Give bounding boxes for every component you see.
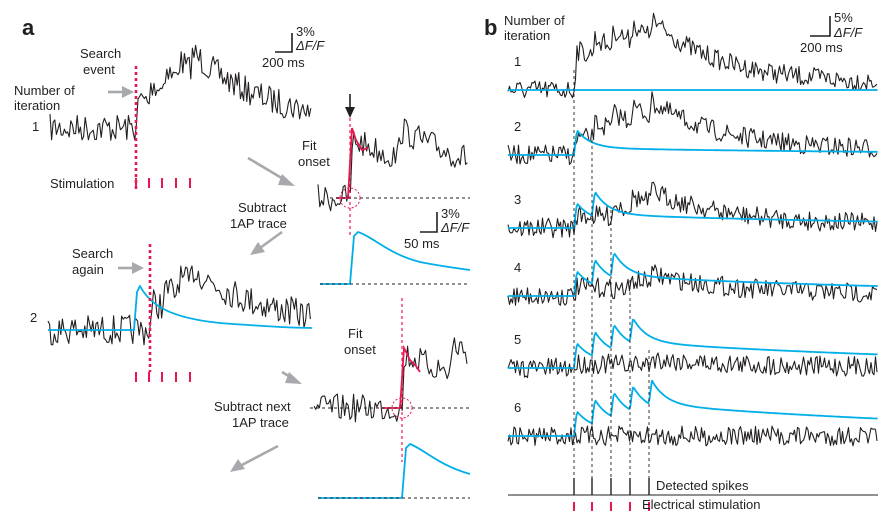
trace-b-iteration bbox=[507, 12, 878, 99]
fit-b-iteration bbox=[508, 191, 878, 229]
scale-bar-a bbox=[275, 33, 293, 53]
trace-b-iteration bbox=[507, 91, 878, 165]
fit-b-iteration bbox=[508, 379, 878, 437]
trace-iteration-2 bbox=[47, 265, 311, 346]
arrow-subtract-1 bbox=[250, 230, 283, 255]
electrical-stimulation-label: Electrical stimulation bbox=[642, 497, 761, 512]
trace-iteration-1 bbox=[49, 44, 312, 141]
iteration-label-b: 2 bbox=[514, 119, 521, 134]
fit-b-iteration bbox=[508, 318, 878, 369]
ap-template-1 bbox=[320, 231, 471, 285]
arrow-to-inset-2 bbox=[281, 370, 302, 384]
detected-spikes-label: Detected spikes bbox=[656, 478, 749, 493]
inset-scale-bar bbox=[420, 212, 438, 233]
trace-b-iteration bbox=[507, 425, 878, 447]
inset-scale-dff: ΔF/F bbox=[440, 220, 470, 235]
onset-circle-1 bbox=[339, 187, 361, 209]
iteration-2-label-a: 2 bbox=[30, 310, 37, 325]
stimulation-ticks-1 bbox=[135, 178, 191, 188]
arrow-subtract-2 bbox=[230, 444, 279, 472]
scale-a-dff: ΔF/F bbox=[295, 38, 325, 53]
iteration-label-b: 6 bbox=[514, 400, 521, 415]
scale-b-dff: ΔF/F bbox=[833, 25, 863, 40]
scale-a-pct: 3% bbox=[296, 24, 315, 39]
panel-b-traces: 1 2 3 4 5 6 bbox=[507, 12, 878, 447]
search-again-arrow bbox=[118, 262, 144, 274]
inset-fit-2 bbox=[382, 344, 421, 409]
scale-bar-b bbox=[810, 16, 831, 37]
onset-down-arrow bbox=[345, 94, 355, 118]
stimulation-ticks-2 bbox=[135, 372, 191, 382]
electrical-stimulation-ticks bbox=[573, 502, 650, 511]
fit-trace-iteration-2 bbox=[48, 285, 313, 331]
iteration-1-label-a: 1 bbox=[32, 119, 39, 134]
scale-a-time: 200 ms bbox=[262, 55, 305, 70]
scale-b-time: 200 ms bbox=[800, 40, 843, 55]
panel-a-label: a bbox=[22, 15, 35, 40]
stimulation-label: Stimulation bbox=[50, 176, 114, 191]
inset-scale-time: 50 ms bbox=[404, 236, 440, 251]
inset-fit-1 bbox=[336, 127, 369, 199]
panel-b-label: b bbox=[484, 15, 497, 40]
number-of-iteration-a: Number of iteration bbox=[14, 83, 78, 113]
inset-trace-1 bbox=[317, 118, 468, 212]
iteration-label-b: 3 bbox=[514, 192, 521, 207]
trace-b-iteration bbox=[507, 352, 878, 379]
search-event-arrow bbox=[108, 86, 134, 98]
iteration-label-b: 1 bbox=[514, 54, 521, 69]
iteration-label-b: 5 bbox=[514, 332, 521, 347]
inset-scale-pct: 3% bbox=[441, 206, 460, 221]
subtract-1ap-label: Subtract 1AP trace bbox=[230, 200, 290, 231]
inset-trace-2 bbox=[313, 337, 468, 423]
scale-b-pct: 5% bbox=[834, 10, 853, 25]
iteration-label-b: 4 bbox=[514, 260, 521, 275]
search-event-label: Search event bbox=[80, 46, 125, 77]
search-again-label: Search again bbox=[72, 246, 117, 277]
fit-b-iteration bbox=[508, 253, 878, 297]
number-of-iteration-b: Number of iteration bbox=[504, 13, 568, 43]
trace-b-iteration bbox=[507, 181, 878, 239]
fit-onset-label-1: Fit onset bbox=[298, 138, 330, 169]
ap-template-2 bbox=[318, 443, 471, 499]
arrow-to-inset-1 bbox=[247, 156, 295, 186]
fit-onset-label-2: Fit onset bbox=[344, 326, 376, 357]
trace-b-iteration bbox=[507, 264, 878, 306]
onset-circle-2 bbox=[391, 397, 413, 419]
subtract-next-label: Subtract next 1AP trace bbox=[214, 399, 294, 430]
detected-spikes bbox=[573, 478, 650, 495]
spike-guide-lines bbox=[573, 70, 650, 492]
fit-b-iteration bbox=[508, 130, 878, 156]
